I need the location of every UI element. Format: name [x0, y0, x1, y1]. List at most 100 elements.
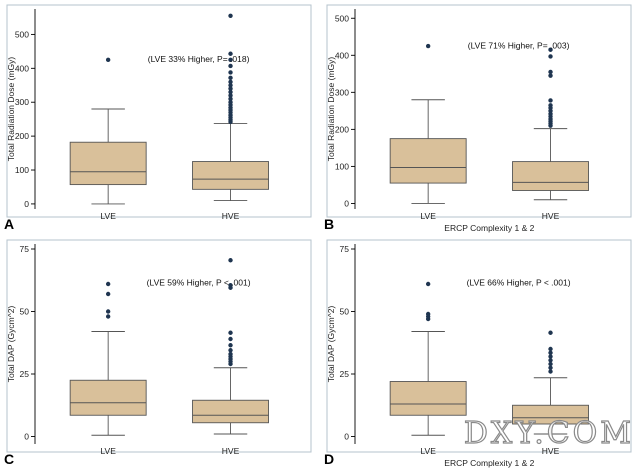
outlier-point — [548, 69, 553, 75]
outlier-point — [228, 70, 233, 75]
y-tick-label: 75 — [20, 244, 30, 254]
outlier-point — [228, 348, 233, 353]
panel-background — [1, 1, 317, 233]
outlier-point — [425, 316, 431, 322]
outlier-point — [548, 358, 553, 363]
outlier-point — [548, 330, 553, 335]
y-tick-label: 100 — [15, 165, 29, 175]
x-tick-label: LVE — [420, 446, 436, 456]
y-tick-label: 25 — [20, 369, 30, 379]
y-tick-label: 25 — [340, 369, 350, 379]
y-axis-label: Total Radiation Dose (mGy) — [326, 57, 336, 162]
box-hve — [512, 404, 589, 425]
y-tick-label: 50 — [20, 307, 30, 317]
y-tick-label: 200 — [335, 124, 349, 134]
outlier-point — [228, 336, 233, 342]
y-tick-label: 300 — [335, 87, 349, 97]
outlier-point — [228, 86, 233, 91]
outlier-point — [228, 343, 233, 348]
y-tick-label: 0 — [344, 198, 349, 208]
x-tick-label: LVE — [100, 446, 116, 456]
outlier-point — [548, 47, 553, 52]
x-tick-label: LVE — [100, 211, 116, 221]
panel-background — [321, 236, 637, 468]
chart-panel-a: 0 100 200 300 400 500 Total Radiation Dose (mG… — [1, 1, 317, 233]
outlier-point — [548, 365, 553, 370]
annotation: (LVE 33% Higher, P= .018) — [148, 54, 250, 64]
chart-a-svg: 0 100 200 300 400 500 Total Radiation Dose (mG… — [1, 1, 317, 233]
y-axis-label: Total Radiation Dose (mGy) — [6, 57, 16, 162]
box-hve — [512, 161, 589, 191]
box-lve — [389, 138, 467, 184]
outlier-point — [548, 54, 553, 59]
annotation: (LVE 59% Higher, P < .001) — [147, 277, 251, 287]
y-tick-label: 100 — [335, 161, 349, 171]
annotation: (LVE 66% Higher, P < .001) — [467, 277, 571, 287]
box-lve — [69, 141, 147, 186]
y-axis-label: Total DAP (Gycm^2) — [6, 306, 16, 383]
annotation: (LVE 71% Higher, P= .003) — [468, 41, 570, 51]
x-tick-label: HVE — [542, 211, 560, 221]
x-axis-label: ERCP Complexity 1 & 2 — [444, 458, 534, 468]
outlier-point — [228, 13, 233, 18]
panel-background — [321, 1, 637, 233]
y-tick-label: 400 — [15, 63, 29, 73]
x-tick-label: HVE — [222, 211, 240, 221]
y-tick-label: 0 — [344, 432, 349, 442]
x-tick-label: LVE — [420, 211, 436, 221]
x-tick-label: HVE — [542, 446, 560, 456]
panel-frame — [6, 239, 312, 453]
box-hve — [192, 399, 269, 424]
outlier-point — [105, 281, 111, 287]
box-hve — [192, 161, 269, 190]
panel-letter-a: A — [4, 216, 14, 232]
outlier-point — [425, 43, 431, 49]
outlier-point — [228, 57, 233, 63]
outlier-point — [105, 57, 111, 63]
chart-b-svg: 0 100 200 300 400 500 Total Radiation Dose (mG… — [321, 1, 637, 233]
y-tick-label: 0 — [24, 432, 29, 442]
outlier-point — [228, 285, 233, 290]
outlier-point — [228, 63, 233, 69]
chart-d-svg: 0 25 50 75 Total DAP (Gycm^2) LVE HVE ERCP Comp… — [321, 236, 637, 468]
panel-frame — [6, 4, 312, 218]
y-tick-label: 50 — [340, 307, 350, 317]
outlier-point — [228, 93, 233, 98]
box-lve — [69, 379, 147, 416]
panel-letter-c: C — [4, 451, 14, 467]
outlier-point — [548, 350, 553, 355]
outlier-point — [548, 123, 553, 128]
outlier-point — [105, 309, 111, 314]
chart-panel-c: 0 25 50 75 Total DAP (Gycm^2) LVE HVE (LVE 59% … — [1, 236, 317, 468]
outlier-point — [228, 96, 233, 102]
chart-c-svg: 0 25 50 75 Total DAP (Gycm^2) LVE HVE (LVE 59% … — [1, 236, 317, 468]
y-tick-label: 400 — [335, 50, 349, 60]
x-axis-label: ERCP Complexity 1 & 2 — [444, 223, 534, 233]
outlier-point — [228, 119, 233, 125]
outlier-point — [548, 73, 553, 78]
outlier-point — [105, 314, 111, 319]
y-tick-label: 500 — [335, 13, 349, 23]
panel-letter-d: D — [324, 451, 334, 467]
x-tick-label: HVE — [222, 446, 240, 456]
outlier-point — [105, 291, 111, 297]
outlier-point — [228, 330, 233, 335]
outlier-point — [228, 361, 233, 367]
panel-frame — [326, 239, 632, 453]
outlier-point — [228, 258, 233, 263]
y-tick-label: 0 — [24, 199, 29, 209]
outlier-point — [228, 51, 233, 56]
chart-panel-b: 0 100 200 300 400 500 Total Radiation Dose (mG… — [321, 1, 637, 233]
panel-letter-b: B — [324, 216, 334, 232]
box-lve — [389, 381, 467, 416]
outlier-point — [548, 361, 553, 367]
outlier-point — [228, 89, 233, 95]
outlier-point — [425, 281, 431, 287]
panel-background — [1, 236, 317, 468]
y-tick-label: 75 — [340, 244, 350, 254]
y-axis-label: Total DAP (Gycm^2) — [326, 306, 336, 383]
y-tick-label: 500 — [15, 29, 29, 39]
outlier-point — [228, 79, 233, 85]
outlier-point — [228, 75, 233, 81]
outlier-point — [548, 369, 553, 374]
